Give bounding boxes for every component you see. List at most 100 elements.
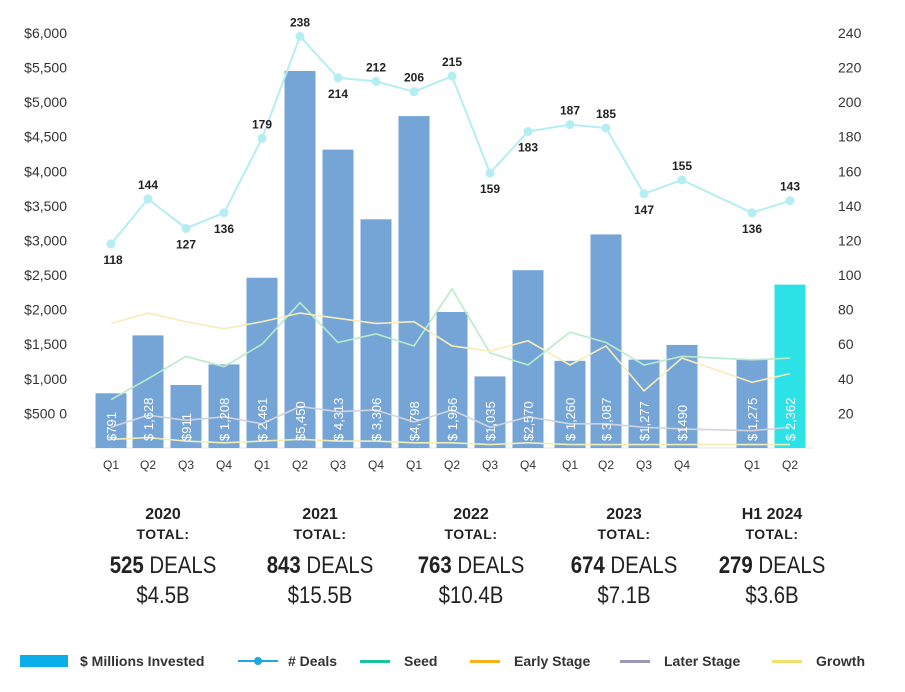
deals-point [747, 208, 757, 218]
chart: $500 0 $1,000 $1,500 $2,000 $2,500 $3,000 $3,5… [24, 15, 862, 472]
legend-label: # Deals [288, 653, 338, 669]
invested-bar [132, 335, 164, 448]
x-axis-tick: Q4 [216, 458, 232, 472]
summary-deals: 843 DEALS [244, 551, 397, 581]
summary-2023: 2023 TOTAL: 674 DEALS $7.1B [534, 505, 714, 611]
summary-h1-2024: H1 2024 TOTAL: 279 DEALS $3.6B [682, 505, 862, 611]
deals-data-label: 206 [404, 71, 424, 85]
stage-line [110, 436, 790, 446]
summary-2021: 2021 TOTAL: 843 DEALS $15.5B [230, 505, 410, 611]
legend: $ Millions Invested # Deals Seed Early S… [20, 650, 900, 672]
deals-point [485, 168, 495, 178]
deals-data-label: 187 [560, 104, 580, 118]
left-axis-tick: $2,000 [24, 302, 67, 318]
x-axis-tick: Q2 [140, 458, 156, 472]
right-axis-tick: 20 [838, 405, 854, 421]
x-axis-tick: Q2 [782, 458, 798, 472]
x-axis-tick: Q4 [520, 458, 536, 472]
right-axis-tick: 80 [838, 302, 854, 318]
summary-deals-word: DEALS [610, 552, 678, 579]
invested-data-label: $ 2,362 [783, 398, 798, 441]
invested-data-label: $ 1,966 [445, 398, 460, 441]
x-axis-tick: Q3 [330, 458, 346, 472]
deals-data-label: 147 [634, 203, 654, 217]
deals-data-label: 136 [214, 222, 234, 236]
deals-data-label: 118 [103, 253, 123, 267]
deals-data-label: 185 [596, 107, 616, 121]
legend-label: Growth [816, 653, 865, 669]
invested-data-label: $ 4,313 [331, 398, 346, 441]
deals-point [295, 31, 305, 41]
invested-bar [774, 284, 806, 448]
summary-total-label: TOTAL: [136, 526, 190, 542]
deals-data-label: 179 [252, 117, 272, 131]
summary-invested: $15.5B [287, 582, 353, 609]
invested-data-label: $911 [179, 413, 194, 441]
left-axis-tick: $500 0 [24, 405, 67, 421]
deals-data-label: 212 [366, 60, 386, 74]
invested-data-label: $1,277 [637, 401, 652, 441]
x-axis-tick: Q1 [744, 458, 760, 472]
left-axis-tick: $2,500 [24, 267, 67, 283]
summary-invested: $4.5B [136, 582, 190, 609]
summary-invested: $3.6B [745, 582, 799, 609]
x-axis-tick: Q3 [178, 458, 194, 472]
deals-data-label: 144 [138, 178, 158, 192]
deals-point [785, 196, 795, 206]
summary-deals-word: DEALS [149, 552, 217, 579]
deals-point [639, 189, 649, 199]
invested-data-label: $2,570 [521, 401, 536, 441]
summary-year: 2022 [453, 506, 489, 523]
deals-point [219, 208, 229, 218]
summary-total-label: TOTAL: [293, 526, 347, 542]
legend-item-growth: Growth [772, 650, 865, 672]
legend-item-early-stage: Early Stage [470, 650, 590, 672]
summary-year: 2021 [302, 506, 338, 523]
invested-data-label: $ 1,208 [217, 398, 232, 441]
deals-data-label: 136 [742, 222, 762, 236]
invested-bar [170, 384, 202, 448]
invested-data-label: $5,450 [293, 401, 308, 441]
invested-bar [628, 359, 660, 448]
deals-point [565, 120, 575, 130]
left-axis-tick: $3,000 [24, 232, 67, 248]
legend-swatch-invested [20, 655, 68, 667]
deals-point [181, 223, 191, 233]
summary-total-label: TOTAL: [444, 526, 498, 542]
summary-year: 2020 [145, 506, 181, 523]
summary-year: 2023 [606, 506, 642, 523]
right-axis-tick: 160 [838, 163, 862, 179]
deals-point [677, 175, 687, 185]
right-axis-tick: 200 [838, 94, 862, 110]
invested-bar [436, 311, 468, 448]
deals-point [371, 76, 381, 86]
summary-deals-number: 843 [266, 552, 301, 579]
deals-data-label: 143 [780, 180, 800, 194]
legend-item-invested: $ Millions Invested [20, 650, 204, 672]
summary-invested: $10.4B [438, 582, 504, 609]
x-axis-tick: Q2 [598, 458, 614, 472]
invested-bar [590, 234, 622, 448]
invested-bar [554, 360, 586, 448]
right-axis-tick: 240 [838, 25, 862, 41]
legend-label: $ Millions Invested [80, 653, 205, 669]
invested-bar [474, 376, 506, 448]
deals-point [523, 127, 533, 136]
invested-bar [736, 359, 768, 448]
x-axis-tick: Q1 [254, 458, 270, 472]
deals-data-label: 127 [176, 237, 196, 251]
summary-invested: $7.1B [597, 582, 651, 609]
x-axis-tick: Q1 [406, 458, 422, 472]
legend-item-deals: # Deals [238, 650, 337, 672]
legend-label: Later Stage [664, 653, 741, 669]
left-axis-tick: $6,000 [24, 25, 67, 41]
summary-total-label: TOTAL: [745, 526, 799, 542]
stage-line [110, 312, 791, 393]
invested-bar [208, 364, 240, 448]
summary-deals: 279 DEALS [696, 551, 849, 581]
legend-item-later-stage: Later Stage [620, 650, 740, 672]
legend-swatch-growth [772, 659, 802, 663]
summary-year: H1 2024 [741, 506, 803, 523]
legend-swatch-early-stage [470, 659, 500, 663]
legend-swatch-deals [238, 657, 278, 665]
